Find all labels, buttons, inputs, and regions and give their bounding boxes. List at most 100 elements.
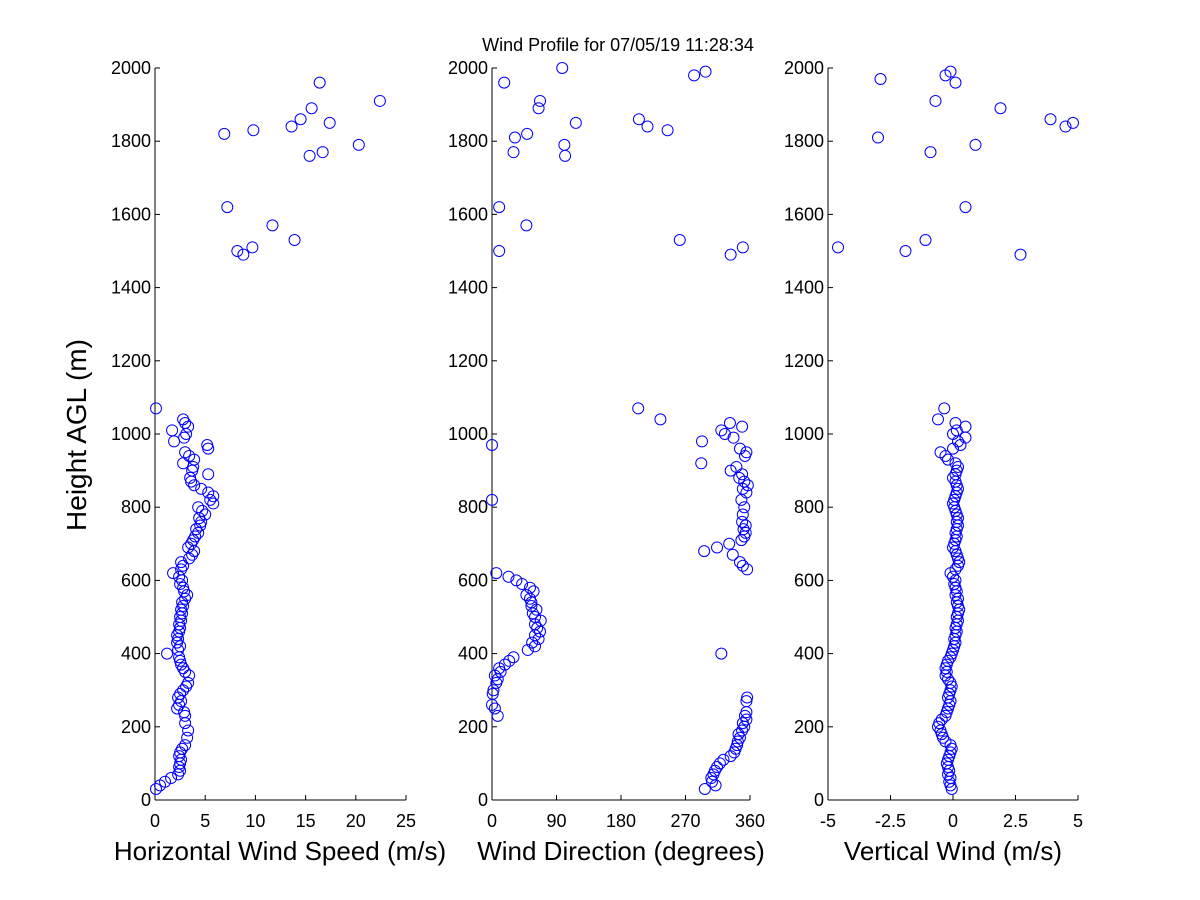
data-point (176, 596, 189, 609)
data-point (556, 62, 569, 74)
y-tick-label: 200 (794, 717, 824, 737)
data-point (193, 512, 206, 525)
data-point (949, 545, 962, 558)
data-point (736, 508, 749, 521)
data-point (180, 428, 193, 440)
data-point (730, 460, 743, 473)
data-point (179, 446, 192, 459)
data-point (654, 413, 667, 426)
y-tick-label: 200 (458, 717, 488, 737)
data-point (558, 138, 571, 151)
data-point (183, 449, 196, 462)
data-point (487, 684, 500, 697)
data-point (706, 775, 719, 788)
data-point (246, 241, 259, 254)
x-tick-label: 5 (200, 811, 210, 831)
data-point (947, 471, 959, 484)
data-point (939, 735, 952, 748)
data-point (165, 772, 178, 785)
data-point (899, 245, 912, 257)
y-tick-label: 1800 (111, 131, 151, 151)
data-point (174, 687, 187, 700)
data-point (529, 640, 541, 653)
data-point (196, 504, 209, 517)
data-point (493, 662, 506, 675)
data-point (181, 731, 194, 744)
x-tick-label: -2.5 (875, 811, 906, 831)
data-point (944, 772, 957, 785)
data-point (718, 428, 731, 440)
data-point (177, 413, 190, 426)
data-point (159, 775, 172, 788)
data-point (944, 65, 957, 78)
data-point (288, 234, 301, 247)
x-tick-label: 25 (396, 811, 416, 831)
data-point (486, 687, 499, 700)
data-point (188, 545, 201, 558)
data-point (531, 621, 544, 634)
x-axis-label-vertical-wind: Vertical Wind (m/s) (844, 836, 1062, 866)
data-point (705, 772, 718, 785)
data-point (294, 113, 307, 126)
data-point (698, 545, 711, 558)
y-tick-label: 1200 (784, 351, 824, 371)
data-point (520, 219, 533, 232)
data-point (266, 219, 279, 232)
axes-wind-direction: 0 200 400 600 800 1000 1200 1400 1600 1800 2000 0 90… (448, 58, 765, 831)
data-point (929, 94, 942, 107)
data-point (183, 669, 196, 682)
panel-vertical-wind: 0 200 400 600 800 1000 1200 1400 1600 1800 2000 -5 -… (784, 58, 1083, 866)
data-point (177, 684, 190, 697)
data-point (373, 94, 386, 107)
data-point (182, 724, 195, 737)
data-point (493, 245, 506, 257)
data-point (832, 241, 844, 254)
y-tick-label: 1600 (448, 204, 488, 224)
data-point (924, 146, 937, 159)
data-point (204, 493, 217, 506)
data-point (177, 457, 190, 470)
data-point (723, 537, 736, 550)
y-tick-label: 1400 (784, 278, 824, 298)
data-point (526, 636, 539, 649)
data-point (688, 69, 701, 82)
data-point (569, 116, 582, 129)
y-tick-label: 1800 (448, 131, 488, 151)
y-tick-label: 400 (794, 644, 824, 664)
data-point (932, 413, 944, 426)
data-point (717, 753, 730, 766)
x-tick-label: 180 (606, 811, 636, 831)
data-point (490, 567, 503, 580)
data-point (523, 581, 536, 594)
data-point (731, 735, 744, 748)
data-point (178, 706, 191, 719)
data-point (532, 102, 545, 115)
data-point (491, 673, 504, 686)
data-point (994, 102, 1007, 115)
y-tick-label: 0 (141, 790, 151, 810)
data-point (520, 589, 533, 602)
y-tick-label: 800 (794, 497, 824, 517)
data-point (177, 581, 190, 594)
data-point (176, 742, 189, 755)
data-point (559, 149, 572, 162)
data-point (303, 149, 316, 162)
data-point (732, 728, 745, 741)
y-tick-label: 1000 (111, 424, 151, 444)
x-tick-label: 90 (546, 811, 566, 831)
y-tick-label: 200 (121, 717, 151, 737)
x-tick-label: 10 (245, 811, 265, 831)
data-point (534, 94, 547, 107)
y-tick-label: 1600 (111, 204, 151, 224)
data-point (738, 501, 751, 514)
data-point (949, 76, 962, 89)
x-tick-label: 20 (346, 811, 366, 831)
y-tick-label: 600 (121, 570, 151, 590)
data-point (150, 402, 163, 415)
data-point (933, 717, 946, 730)
data-point (723, 417, 736, 430)
data-point (186, 464, 199, 477)
data-point (698, 783, 711, 796)
data-point (736, 724, 749, 737)
data-point (207, 497, 220, 510)
